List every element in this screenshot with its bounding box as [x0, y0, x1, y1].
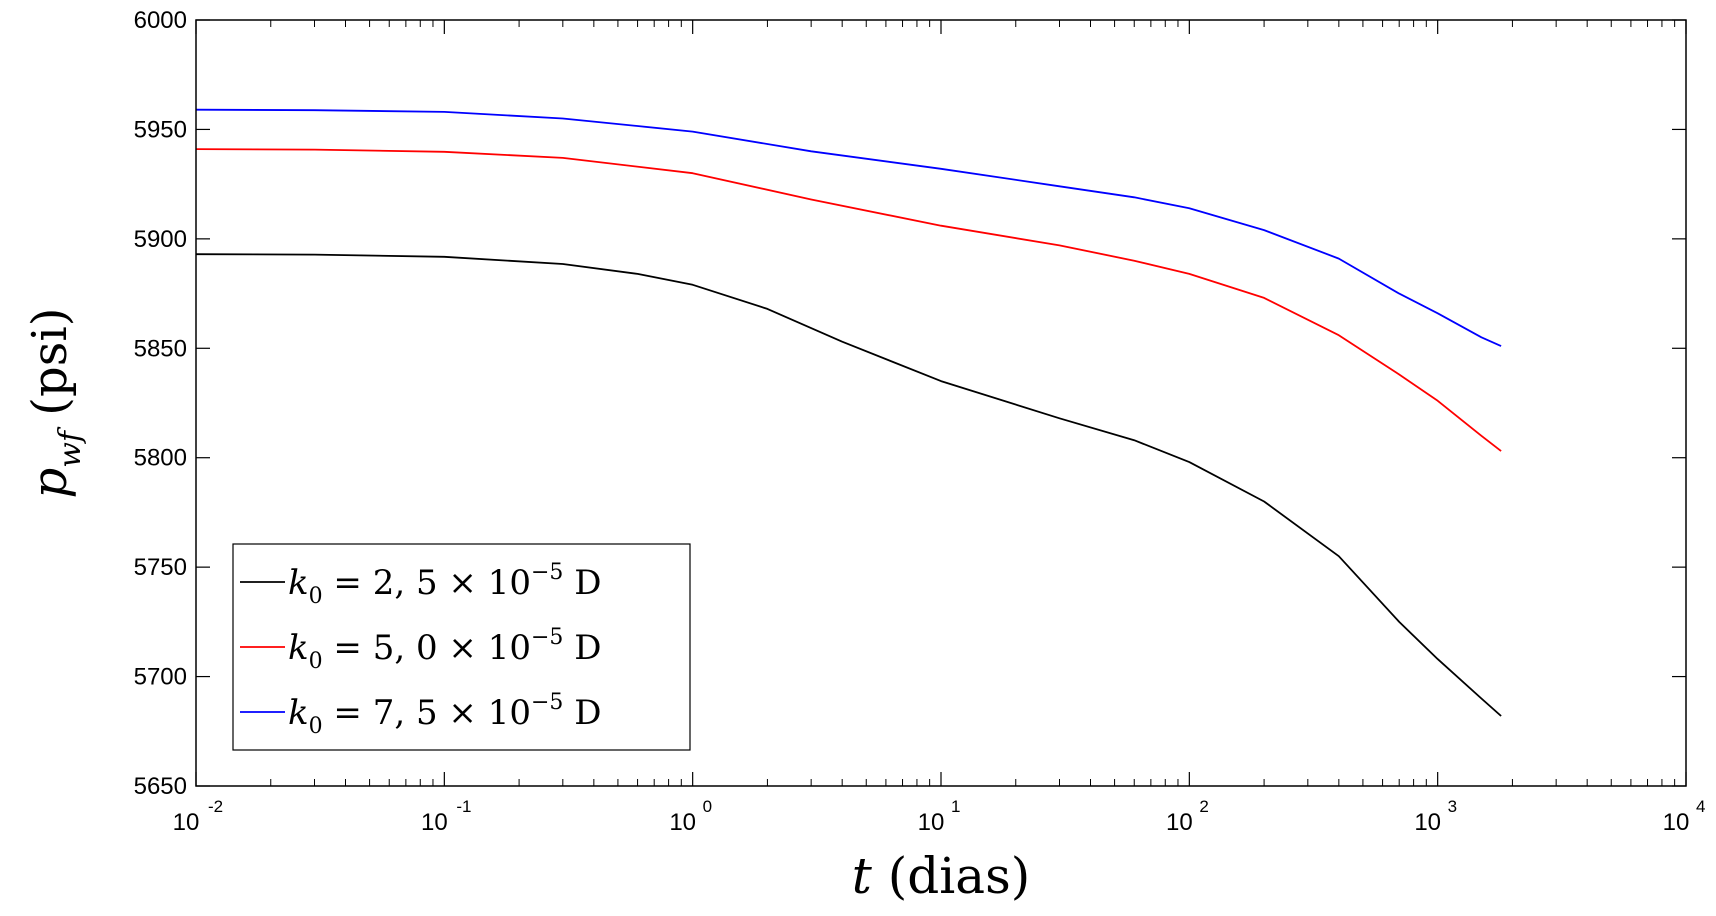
x-tick-label: 10 [1414, 809, 1441, 836]
legend-text-part: −5 [531, 625, 563, 650]
minor-ticks [270, 20, 1676, 786]
x-tick-labels: 10 -2 10 -1 10 0 10 1 10 2 10 3 10 4 [173, 797, 1706, 836]
y-tick-label: 5800 [134, 445, 187, 472]
legend-text-part: −5 [531, 560, 563, 585]
x-tick-base: 10 [1166, 809, 1193, 836]
x-tick-base: 10 [173, 809, 200, 836]
legend-text-part: 0 [309, 714, 323, 739]
x-axis-var: t [852, 847, 873, 905]
x-tick-base: 10 [918, 809, 945, 836]
x-tick-base: 10 [669, 809, 696, 836]
series-line-3 [195, 108, 1502, 347]
legend-text-part: = 7, 5 × 10 [323, 693, 531, 733]
x-axis-title: t (dias) [852, 847, 1030, 905]
legend-text-part: 0 [309, 649, 323, 674]
legend-text-part: D [563, 628, 601, 668]
x-tick-exponent: 0 [703, 797, 712, 816]
y-tick-label: 5950 [134, 116, 187, 143]
legend-text-part: 0 [309, 584, 323, 609]
y-tick-label: 5650 [134, 773, 187, 800]
x-tick-label: 10 [1663, 809, 1690, 836]
y-axis-unit: (psi) [22, 308, 78, 416]
y-tick-label: 5900 [134, 226, 187, 253]
x-tick-exponent: -2 [208, 797, 223, 816]
x-tick-label: 10 [173, 809, 200, 836]
legend-label-2: k0 = 5, 0 × 10−5 D [288, 625, 601, 674]
legend-label-1: k0 = 2, 5 × 10−5 D [288, 560, 601, 609]
legend-text-part: D [563, 693, 601, 733]
legend-text-part: = 5, 0 × 10 [323, 628, 531, 668]
legend-text-part: k [288, 563, 309, 603]
legend-entries: k0 = 2, 5 × 10−5 Dk0 = 5, 0 × 10−5 Dk0 =… [240, 560, 601, 739]
x-tick-exponent: 1 [951, 797, 960, 816]
x-tick-exponent: -1 [456, 797, 471, 816]
legend-text-part: = 2, 5 × 10 [323, 563, 531, 603]
x-tick-exponent: 3 [1448, 797, 1457, 816]
legend-text-part: k [288, 628, 309, 668]
x-tick-base: 10 [421, 809, 448, 836]
y-axis-var: p [22, 468, 78, 499]
y-tick-label: 6000 [134, 7, 187, 34]
x-tick-exponent: 2 [1199, 797, 1208, 816]
x-axis-unit: (dias) [888, 847, 1030, 905]
x-tick-exponent: 4 [1696, 797, 1705, 816]
legend-text-part: −5 [531, 690, 563, 715]
x-tick-label: 10 [1166, 809, 1193, 836]
x-tick-label: 10 [669, 809, 696, 836]
y-tick-label: 5750 [134, 554, 187, 581]
legend-box [232, 543, 691, 751]
x-tick-base: 10 [1663, 809, 1690, 836]
y-tick-labels: 5650 5700 5750 5800 5850 5900 5950 6000 [134, 7, 187, 800]
x-tick-label: 10 [918, 809, 945, 836]
y-axis-sub: wf [53, 426, 88, 468]
legend-text-part: k [288, 693, 309, 733]
plot-series [195, 108, 1502, 717]
y-tick-label: 5700 [134, 664, 187, 691]
x-tick-base: 10 [1414, 809, 1441, 836]
series-line-1 [195, 253, 1502, 717]
plot-area-frame [195, 19, 1687, 787]
y-axis-title: pwf (psi) [22, 308, 88, 499]
x-tick-label: 10 [421, 809, 448, 836]
legend: k0 = 2, 5 × 10−5 Dk0 = 5, 0 × 10−5 Dk0 =… [232, 543, 691, 751]
series-line-2 [195, 148, 1502, 452]
legend-text-part: D [563, 563, 601, 603]
legend-label-3: k0 = 7, 5 × 10−5 D [288, 690, 601, 739]
y-tick-label: 5850 [134, 335, 187, 362]
